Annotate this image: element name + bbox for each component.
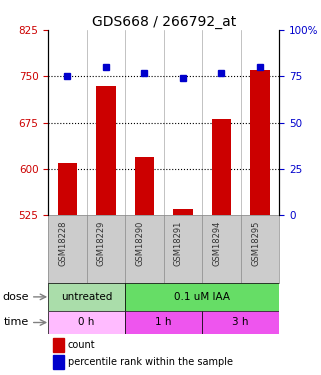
Text: 0.1 uM IAA: 0.1 uM IAA — [174, 292, 230, 302]
Text: time: time — [4, 318, 29, 327]
Bar — [48, 283, 125, 311]
Bar — [135, 156, 154, 215]
Bar — [53, 338, 64, 352]
Bar — [125, 311, 202, 334]
Title: GDS668 / 266792_at: GDS668 / 266792_at — [91, 15, 236, 29]
Text: GSM18228: GSM18228 — [58, 220, 67, 266]
Text: 3 h: 3 h — [232, 318, 249, 327]
Bar — [58, 163, 77, 215]
Bar — [125, 283, 279, 311]
Bar — [173, 209, 193, 215]
Text: GSM18229: GSM18229 — [97, 220, 106, 266]
Text: percentile rank within the sample: percentile rank within the sample — [68, 357, 233, 368]
Bar — [202, 311, 279, 334]
Bar — [212, 120, 231, 215]
Text: 0 h: 0 h — [78, 318, 95, 327]
Text: GSM18295: GSM18295 — [251, 220, 260, 266]
Text: 1 h: 1 h — [155, 318, 172, 327]
Bar — [48, 311, 125, 334]
Text: untreated: untreated — [61, 292, 112, 302]
Bar — [53, 356, 64, 369]
Text: GSM18294: GSM18294 — [213, 220, 221, 266]
Text: dose: dose — [2, 292, 29, 302]
Bar — [250, 70, 270, 215]
Bar — [96, 86, 116, 215]
Text: GSM18291: GSM18291 — [174, 220, 183, 266]
Text: GSM18290: GSM18290 — [135, 220, 144, 266]
Text: count: count — [68, 340, 95, 350]
